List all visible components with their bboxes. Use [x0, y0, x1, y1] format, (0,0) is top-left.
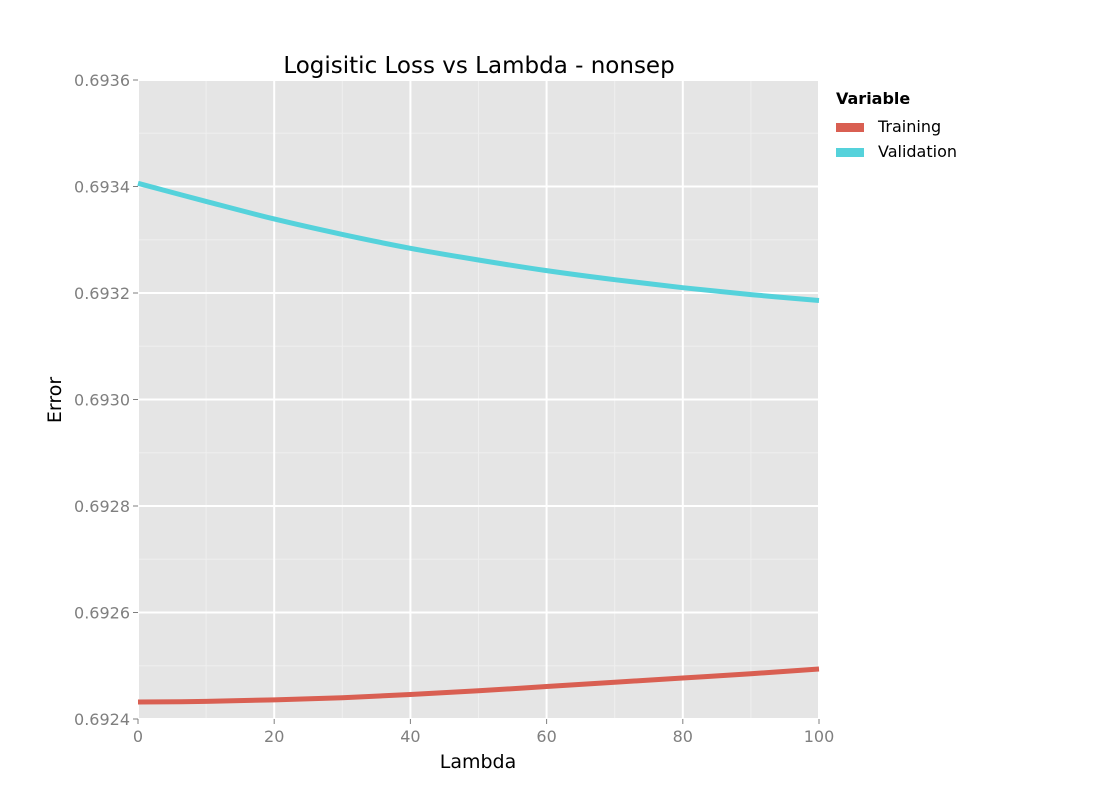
y-tick-label: 0.6930: [74, 391, 130, 410]
legend-swatch-training: [836, 123, 864, 132]
x-axis: 0 20 40 60 80 100: [133, 719, 834, 746]
y-tick-label: 0.6924: [74, 710, 130, 729]
y-tick-label: 0.6932: [74, 284, 130, 303]
x-tick-label: 40: [400, 727, 420, 746]
series-layer: [137, 180, 820, 705]
y-tick-label: 0.6936: [74, 71, 130, 90]
y-axis-label: Error: [44, 377, 66, 424]
legend-label-training: Training: [877, 117, 941, 136]
x-axis-label: Lambda: [440, 751, 517, 773]
legend-swatch-validation: [836, 148, 864, 157]
y-tick-label: 0.6926: [74, 604, 130, 623]
major-gridlines: [137, 79, 820, 720]
y-axis: 0.6924 0.6926 0.6928 0.6930 0.6932 0.6934 0.69…: [74, 71, 138, 729]
x-tick-label: 80: [673, 727, 693, 746]
legend-title: Variable: [836, 89, 910, 108]
y-tick-label: 0.6934: [74, 178, 130, 197]
legend-label-validation: Validation: [878, 142, 957, 161]
chart-title: Logisitic Loss vs Lambda - nonsep: [283, 53, 674, 79]
x-tick-label: 20: [264, 727, 284, 746]
x-tick-label: 100: [804, 727, 835, 746]
y-tick-label: 0.6928: [74, 497, 130, 516]
x-tick-label: 0: [133, 727, 143, 746]
legend: Variable Training Validation: [836, 89, 957, 161]
legend-items: Training Validation: [836, 117, 957, 161]
series-line-training: [137, 666, 820, 705]
x-tick-label: 60: [536, 727, 556, 746]
series-line-validation: [137, 180, 820, 303]
